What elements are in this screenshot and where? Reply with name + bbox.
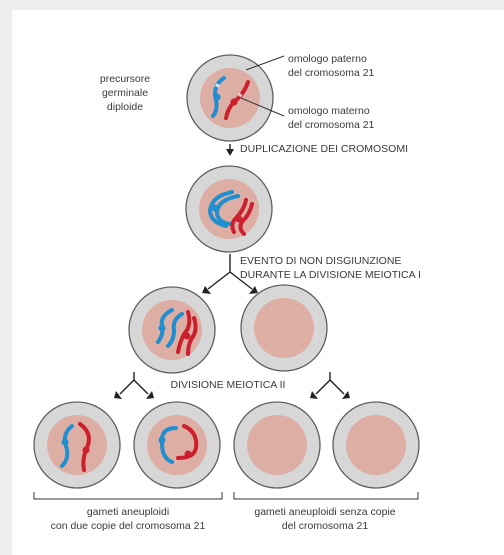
maternal-label-line1: omologo materno [288,105,370,117]
paternal-chromosome [60,424,74,468]
gametes-two-copies-label-line2: con due copie del cromosoma 21 [51,520,206,532]
meiosis-nondisjunction-diagram: precursore germinale diploide omologo pa… [33,53,421,532]
paternal-chromatid-2 [214,194,240,226]
duplication-label: DUPLICAZIONE DEI CROMOSOMI [240,143,408,155]
precursor-label-line1: precursore [100,73,150,85]
paternal-chromatid-1 [207,190,234,228]
paternal-label-line1: omologo paterno [288,53,367,65]
nondisjunction-label-line2: DURANTE LA DIVISIONE MEIOTICA I [240,269,421,281]
gamete-3-no-copies [233,401,321,489]
split-arrow-left [114,372,154,399]
paternal-chromatid-2 [166,312,184,348]
maternal-chromatid-2 [186,316,198,356]
gametes-two-copies-label-line1: gameti aneuploidi [87,506,169,518]
precursor-label-line3: diploide [107,101,143,113]
split-arrow-1 [202,254,258,294]
maternal-chromatid-2 [238,202,254,236]
duplication-arrowhead [226,149,234,156]
precursor-label-line2: germinale [102,87,148,99]
maternal-chromatid-1 [176,310,192,354]
diagram-panel: precursore germinale diploide omologo pa… [12,10,504,555]
cell-duplicated [185,165,273,253]
gamete-2-two-copies [133,401,221,489]
gamete-1-two-copies [33,401,121,489]
cell-meiosis1-with-chromosomes [128,286,216,374]
maternal-chromosome [176,424,199,460]
paternal-leader-line [245,55,285,71]
gamete-4-no-copies [332,401,420,489]
paternal-label-line2: del cromosoma 21 [288,67,375,79]
gametes-no-copies-label-line2: del cromosoma 21 [282,520,369,532]
bracket-no-copies [233,492,419,500]
maternal-leader-line [240,97,285,117]
meiosis2-label: DIVISIONE MEIOTICA II [171,379,286,391]
nondisjunction-label-line1: EVENTO DI NON DISGIUNZIONE [240,255,401,267]
paternal-chromosome [159,426,178,464]
gametes-no-copies-label-line1: gameti aneuploidi senza copie [254,506,395,518]
maternal-label-line2: del cromosoma 21 [288,119,375,131]
bracket-two-copies [33,492,223,500]
cell-precursor [186,54,274,142]
cell-meiosis1-empty [240,284,328,372]
split-arrow-right [310,372,350,399]
